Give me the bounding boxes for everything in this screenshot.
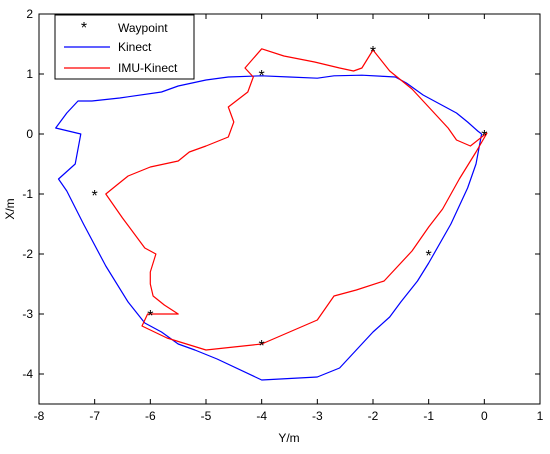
y-tick-label: -1: [22, 187, 33, 201]
y-axis-label: X/m: [3, 198, 17, 219]
waypoint-marker: *: [92, 188, 98, 205]
plot-frame: [38, 13, 541, 405]
series-layer: * * * * * * *: [55, 44, 488, 381]
series-line-imu-kinect: [105, 48, 488, 351]
x-tick-label: 1: [537, 409, 544, 423]
waypoint-marker: *: [259, 338, 265, 355]
x-tick-label: -8: [34, 409, 45, 423]
axis-ticks: -8 -7 -6 -5 -4 -3 -2 -1 0 1 -4 -3 -2 -1 0 1 2: [22, 7, 543, 423]
waypoint-marker: *: [426, 248, 432, 265]
x-tick-label: -4: [256, 409, 267, 423]
legend-label-waypoint: Waypoint: [118, 21, 168, 35]
legend-label-imu-kinect: IMU-Kinect: [118, 61, 178, 75]
waypoint-marker: *: [147, 308, 153, 325]
y-tick-label: 0: [26, 127, 33, 141]
legend-label-kinect: Kinect: [118, 40, 152, 54]
y-tick-label: 1: [26, 67, 33, 81]
x-tick-label: -7: [89, 409, 100, 423]
y-tick-label: -4: [22, 367, 33, 381]
legend-marker-waypoint: *: [81, 20, 87, 37]
waypoint-marker: *: [259, 68, 265, 85]
y-tick-label: -2: [22, 247, 33, 261]
x-tick-label: -5: [201, 409, 212, 423]
waypoint-marker: *: [481, 128, 487, 145]
waypoint-marker: *: [370, 44, 376, 61]
x-tick-label: -6: [145, 409, 156, 423]
legend: * Waypoint Kinect IMU-Kinect: [54, 14, 195, 80]
x-tick-label: -2: [368, 409, 379, 423]
x-tick-label: -3: [312, 409, 323, 423]
y-tick-label: -3: [22, 307, 33, 321]
x-tick-label: 0: [481, 409, 488, 423]
x-axis-label: Y/m: [278, 431, 299, 445]
y-tick-label: 2: [26, 7, 33, 21]
series-line-kinect: [55, 74, 483, 381]
x-tick-label: -1: [423, 409, 434, 423]
